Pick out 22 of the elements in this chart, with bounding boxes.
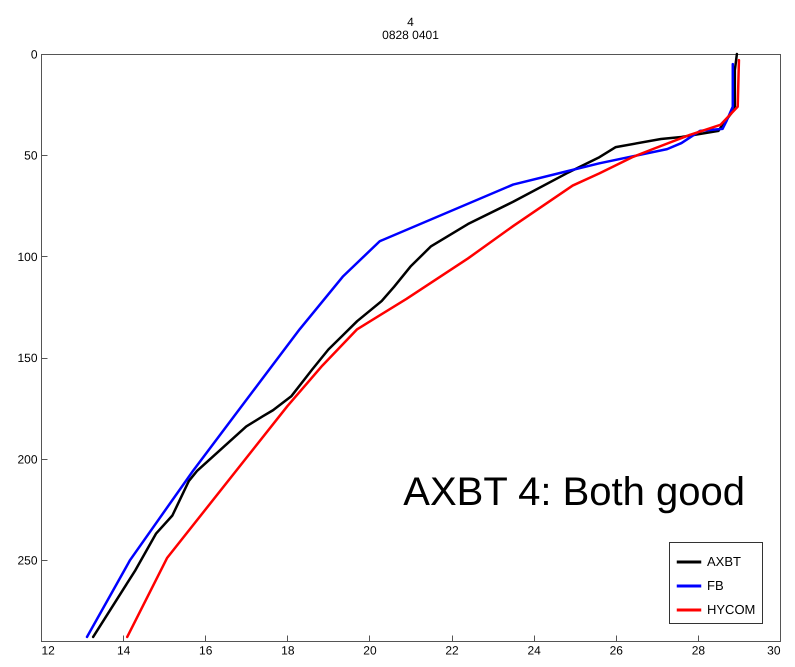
legend-label: FB [707,578,724,593]
y-tick-label: 0 [30,48,38,62]
y-tick-label: 200 [17,452,38,466]
y-tick-label: 150 [17,351,38,366]
chart-subtitle: 0828 0401 [382,28,440,42]
x-tick-label: 28 [692,644,706,658]
y-tick-label: 250 [17,554,38,568]
chart-title: 4 [407,15,414,29]
legend-label: AXBT [707,554,742,569]
x-tick-label: 16 [199,644,213,658]
x-tick-label: 14 [116,644,131,658]
legend-label: HYCOM [707,602,756,617]
x-tick-label: 20 [363,644,377,658]
y-tick-label: 50 [24,148,38,163]
x-tick-label: 18 [281,644,295,658]
annotation: AXBT 4: Both good [403,470,745,514]
y-tick-label: 100 [17,250,38,264]
x-tick-label: 24 [527,644,542,658]
x-tick-label: 30 [767,644,781,658]
x-tick-label: 22 [445,644,460,658]
x-tick-label: 26 [610,644,624,658]
x-tick-label: 12 [42,644,56,658]
